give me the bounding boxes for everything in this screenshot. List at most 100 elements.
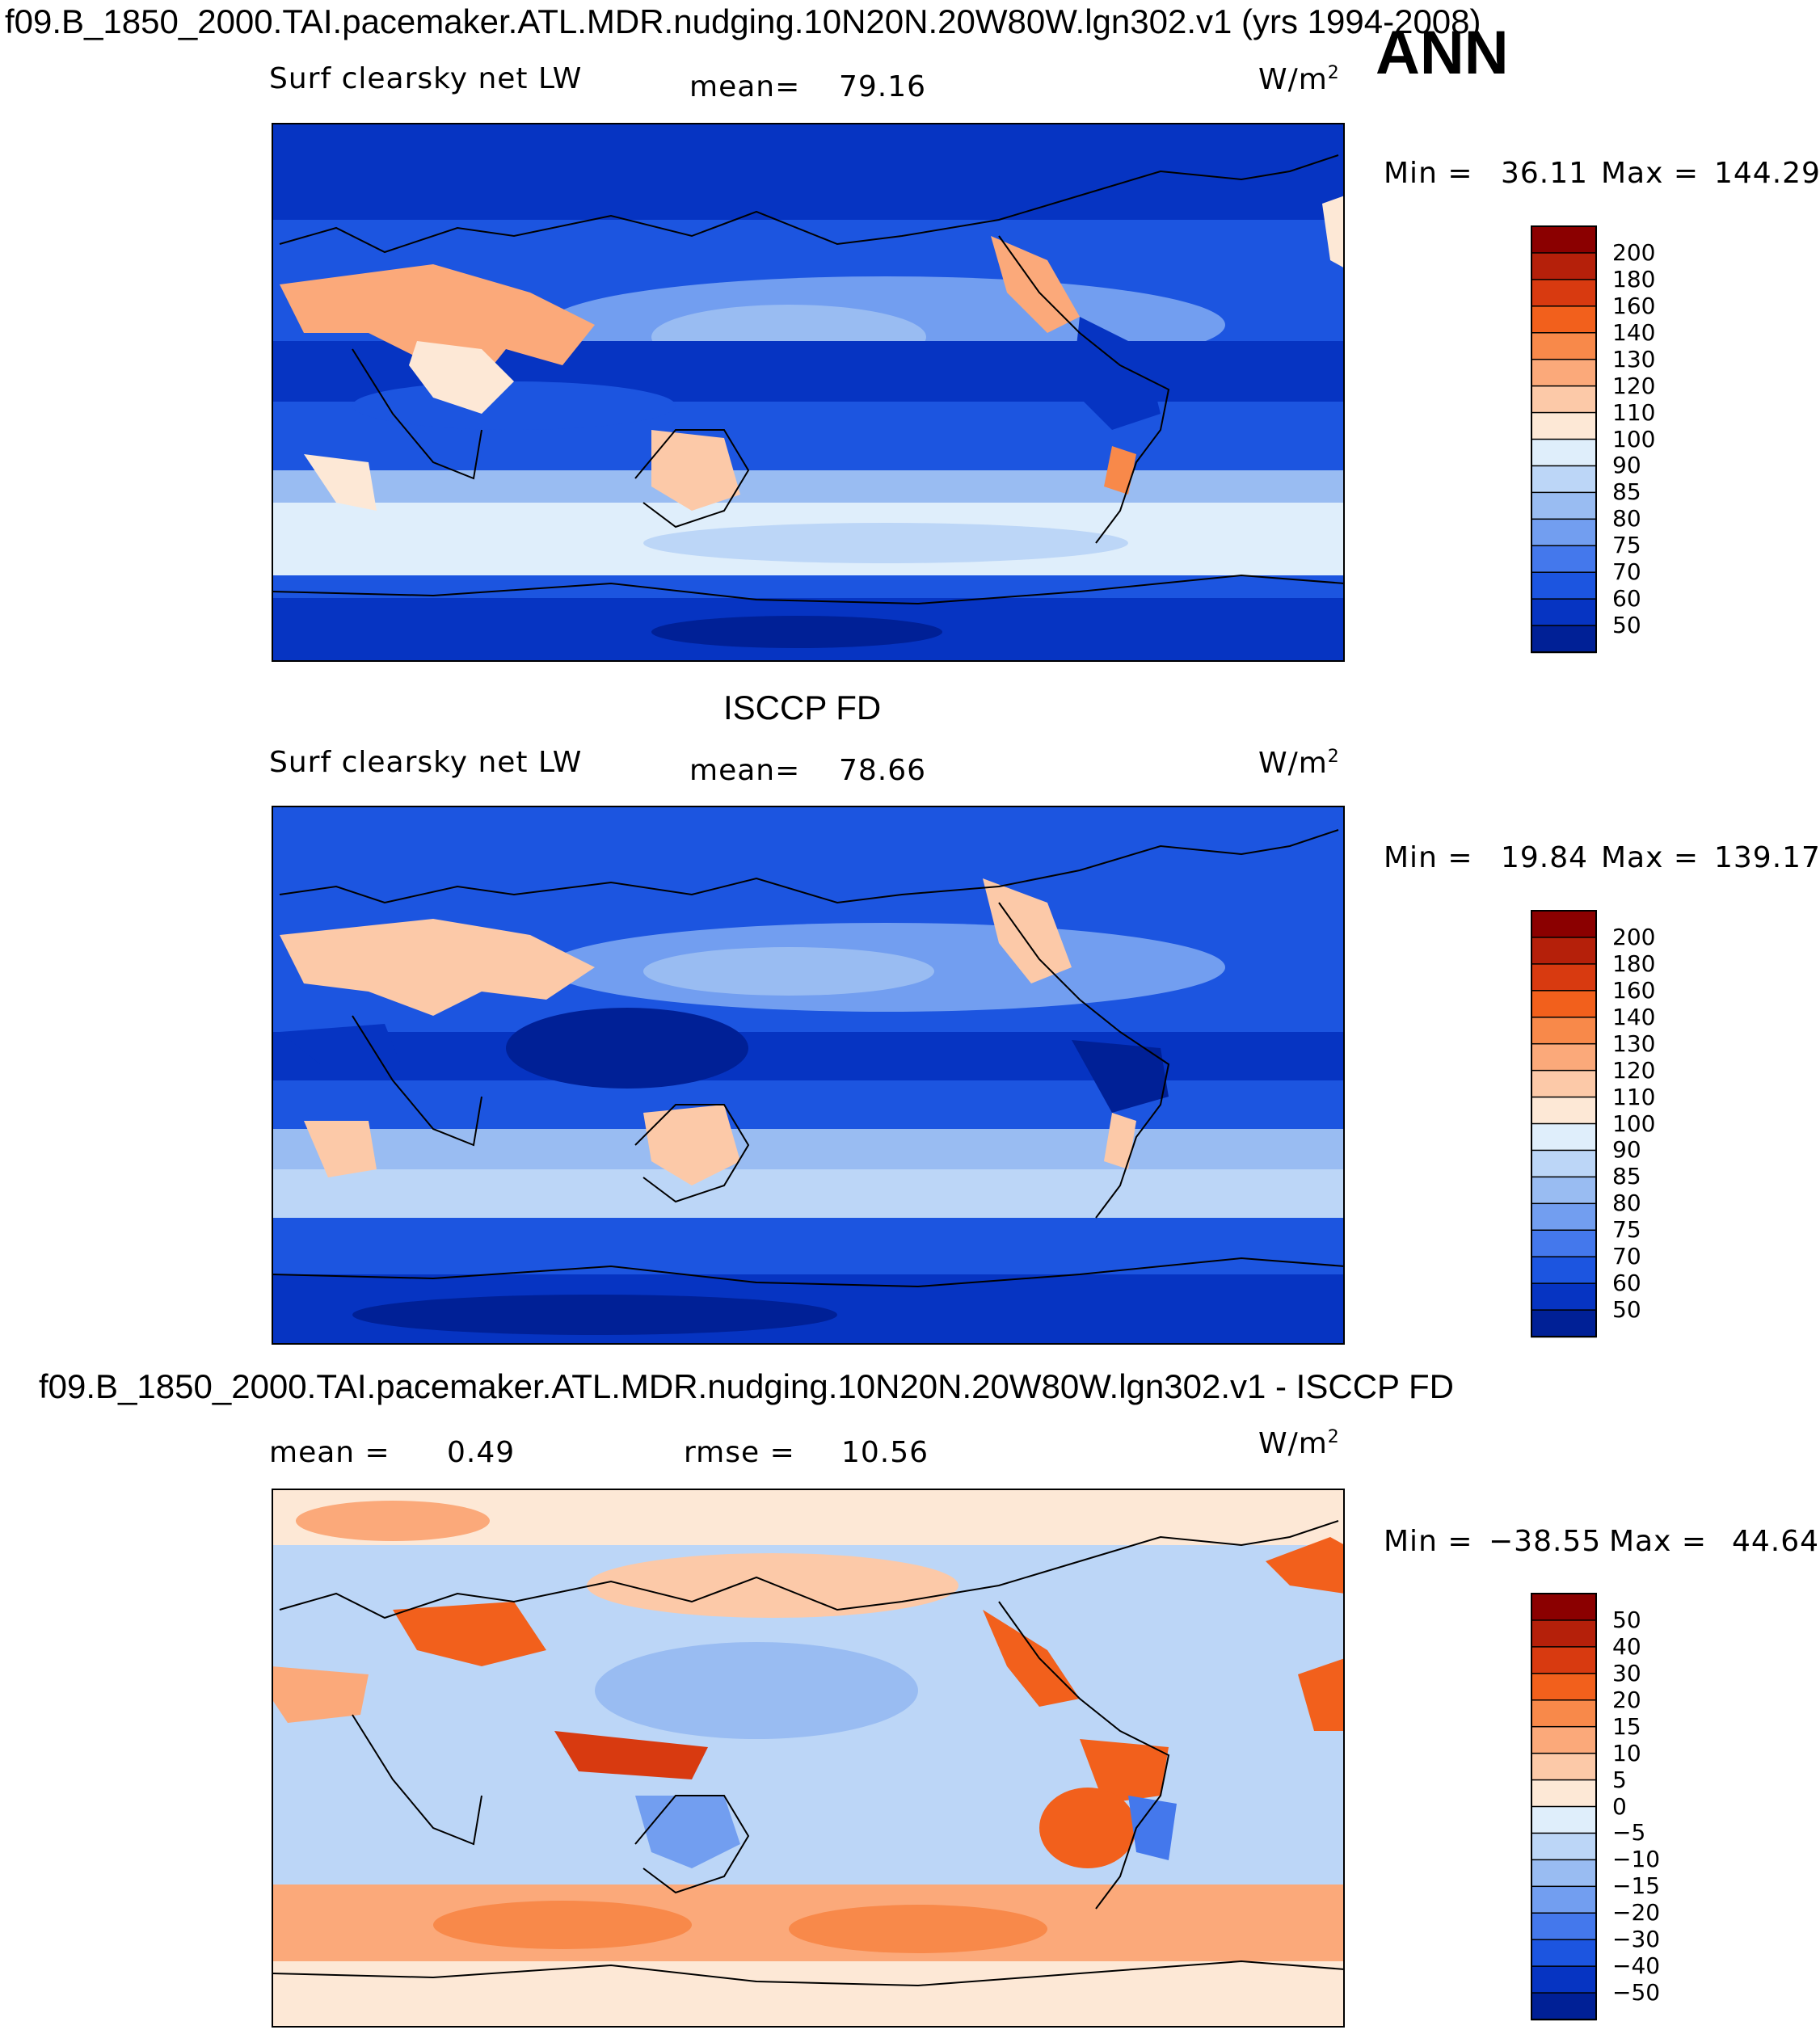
map-1-coast-africa [352,348,482,480]
panel-3-rmse-label: rmse = [684,1436,795,1469]
colorbar-frame [1531,910,1597,1337]
colorbar-tick-label: 120 [1612,1056,1656,1084]
colorbar-tick-label: 10 [1612,1739,1641,1767]
colorbar-swatch [1531,625,1597,654]
panel-3-units: W/m2 [1258,1427,1340,1460]
colorbar-swatch [1531,1805,1597,1834]
colorbar-swatch [1531,1965,1597,1994]
colorbar-swatch [1531,252,1597,281]
map-2-amazon [1072,1040,1169,1113]
colorbar-swatch [1531,1282,1597,1312]
panel-3-min-value: −38.55 [1489,1525,1602,1558]
map-2-coast-north [279,829,1339,904]
colorbar-frame [1531,1593,1597,2020]
map-3-npac-warm [587,1553,958,1618]
map-3-wafrica [272,1666,369,1723]
colorbar-swatch [1531,545,1597,574]
panel-2-colorbar: 200 180 160 140 130 120 110 100 90 85 80 75 70 60 50 [1531,910,1655,1338]
map-2-south-band-a [272,1129,1345,1169]
map-2-tropical-band [272,1032,1345,1080]
map-3-wus [983,1610,1080,1707]
panel-2-mean-label: mean= [689,754,801,787]
colorbar-tick-label: 30 [1612,1659,1641,1687]
colorbar-swatch [1531,937,1597,966]
colorbar-swatch [1531,305,1597,334]
colorbar-swatch [1531,1992,1597,2021]
colorbar-tick-label: 70 [1612,558,1641,586]
map-3-coast-africa [352,1714,482,1846]
colorbar-swatch [1531,571,1597,600]
colorbar-swatch [1531,598,1597,627]
panel-1-mean-value: 79.16 [839,70,927,103]
panel-2-min-label: Min = [1384,841,1473,874]
colorbar-swatch [1531,411,1597,440]
map-1-wus [991,236,1080,333]
panel-3-mean-value: 0.49 [447,1436,516,1469]
map-1-so-band [272,575,1345,598]
map-2-antarctica-core [352,1295,837,1335]
colorbar-tick-label: −10 [1612,1846,1661,1873]
colorbar-tick-label: 5 [1612,1766,1627,1793]
colorbar-tick-label: 120 [1612,372,1656,399]
map-2-south-band-b [272,1169,1345,1218]
panel-2-map [272,806,1345,1345]
colorbar-swatch [1531,1939,1597,1968]
panel-2-max-value: 139.17 [1714,841,1820,874]
colorbar-tick-label: 85 [1612,1163,1641,1190]
colorbar-tick-label: 90 [1612,1136,1641,1164]
map-2-coast-americas [998,902,1170,1219]
map-1-coast-north [279,154,1339,254]
map-3-frame [272,1489,1345,2028]
colorbar-tick-label: 100 [1612,425,1656,453]
map-3-so-warm-a [433,1901,692,1949]
map-3-peru [1039,1788,1136,1868]
colorbar-tick-label: 160 [1612,292,1656,319]
map-3-amazon [1080,1739,1169,1804]
panel-1-units: W/m2 [1258,63,1340,96]
map-2-coast-australia [634,1104,750,1203]
colorbar-tick-label: 40 [1612,1632,1641,1660]
map-3-so-warm-b [789,1905,1047,1953]
map-2-australia [643,1105,740,1185]
map-3-pacific-cool [595,1642,918,1739]
colorbar-tick-label: 20 [1612,1686,1641,1713]
colorbar-tick-label: −40 [1612,1952,1661,1980]
colorbar-swatch [1531,1122,1597,1152]
map-3-europe [296,1501,490,1541]
map-3-coast-antarctica [272,1960,1345,1987]
colorbar-swatch [1531,963,1597,992]
panel-1-max-value: 144.29 [1714,157,1820,190]
colorbar-tick-label: 100 [1612,1110,1656,1137]
map-2-frame [272,806,1345,1345]
map-1-south-band-c [643,523,1128,563]
colorbar-tick-label: 50 [1612,1296,1641,1324]
map-1-coast-antarctica [272,574,1345,605]
map-2-coast-africa [352,1015,482,1147]
map-2-npacific-core [643,947,934,996]
colorbar-tick-label: 130 [1612,345,1656,373]
colorbar-swatch [1531,1042,1597,1072]
panel-3-max-label: Max = [1609,1525,1708,1558]
colorbar-tick-label: −20 [1612,1899,1661,1927]
colorbar-tick-label: 180 [1612,950,1656,977]
colorbar-tick-label: 160 [1612,976,1656,1004]
colorbar-tick-label: 50 [1612,612,1641,639]
map-2-warm-pool [506,1008,748,1089]
colorbar-swatch [1531,1593,1597,1622]
map-3-natl [1266,1537,1345,1594]
colorbar-swatch [1531,1149,1597,1178]
panel-2-variable: Surf clearsky net LW [269,746,583,779]
colorbar-tick-label: 75 [1612,532,1641,559]
colorbar-swatch [1531,518,1597,547]
colorbar-swatch [1531,491,1597,520]
colorbar-swatch [1531,990,1597,1018]
colorbar-tick-label: −15 [1612,1872,1661,1900]
map-1-antarctica-core [651,616,942,648]
colorbar-tick-label: −5 [1612,1819,1646,1847]
colorbar-svg [1531,910,1597,1338]
map-3-coast-north [279,1520,1339,1619]
colorbar-tick-label: −30 [1612,1926,1661,1953]
panel-3-rmse-value: 10.56 [841,1436,929,1469]
colorbar-tick-label: 200 [1612,923,1656,950]
panel-3-max-value: 44.64 [1732,1525,1820,1558]
